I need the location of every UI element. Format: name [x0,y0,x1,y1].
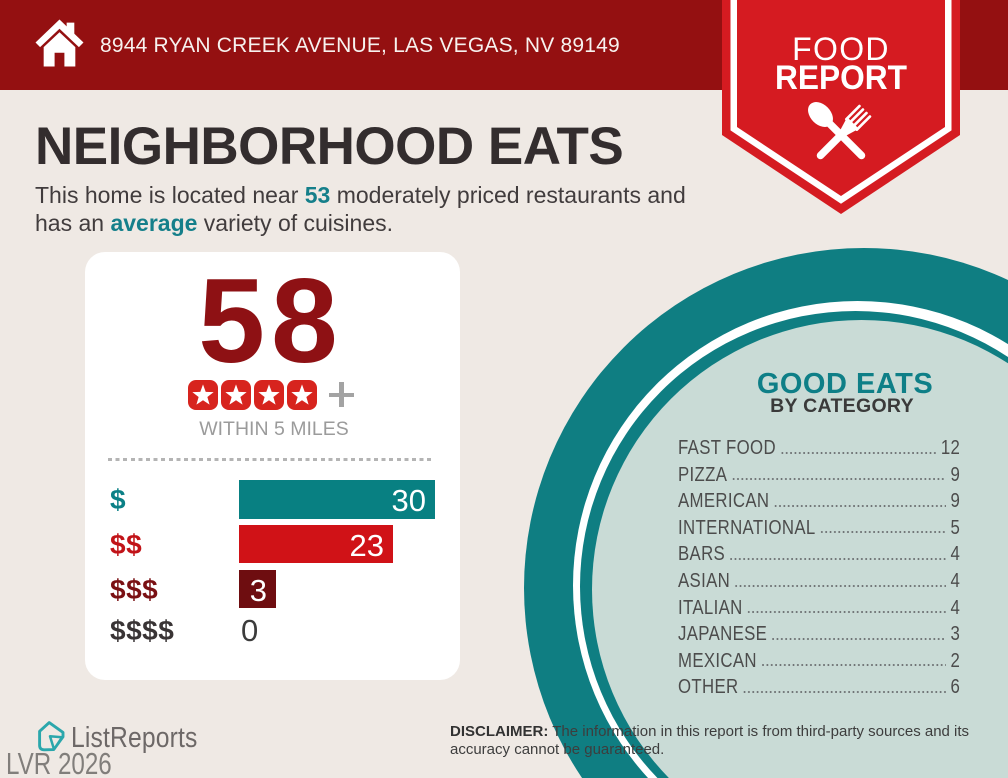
svg-text:REPORT: REPORT [775,59,907,97]
svg-text:FOOD: FOOD [792,31,890,67]
